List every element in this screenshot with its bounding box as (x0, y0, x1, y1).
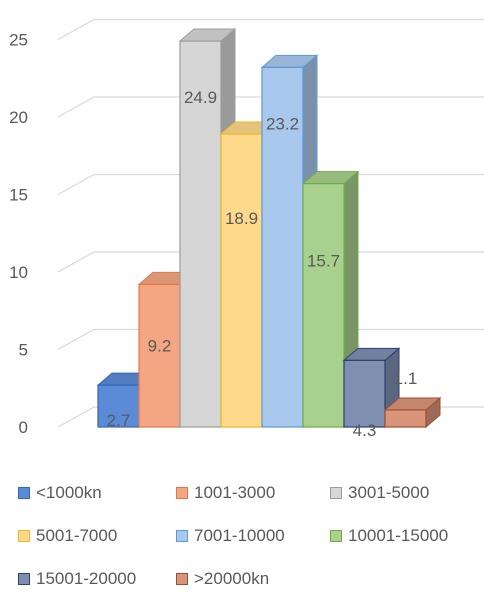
gridline (57, 18, 484, 41)
y-tick-label: 10 (9, 263, 28, 282)
legend-label: 3001-5000 (348, 483, 430, 502)
legend-swatch (18, 573, 30, 585)
y-tick-label: 0 (19, 418, 28, 437)
data-label: 9.2 (148, 336, 172, 355)
legend-item: >20000kn (176, 569, 269, 589)
data-label: 24.9 (184, 88, 217, 107)
legend-swatch (18, 530, 30, 542)
legend-label: 5001-7000 (36, 526, 118, 545)
y-tick-label: 15 (9, 186, 28, 205)
legend-label: 15001-20000 (36, 569, 137, 588)
y-tick-label: 25 (9, 31, 28, 50)
legend-label: >20000kn (194, 569, 270, 588)
data-label: 1.1 (394, 369, 418, 388)
legend-label: <1000kn (36, 483, 102, 502)
legend-label: 1001-3000 (194, 483, 276, 502)
data-label: 4.3 (353, 421, 377, 440)
data-label: 18.9 (225, 209, 258, 228)
legend-item: 1001-3000 (176, 483, 275, 503)
legend-swatch (176, 530, 188, 542)
legend-item: <1000kn (18, 483, 102, 503)
legend-item: 15001-20000 (18, 569, 136, 589)
data-label: 2.7 (107, 411, 131, 430)
legend-swatch (18, 487, 30, 499)
bar (383, 396, 442, 429)
data-labels: 2.7 9.2 24.9 18.9 23.2 15.7 4.3 1.1 (107, 88, 418, 440)
y-tick-label: 5 (19, 341, 28, 360)
y-axis-ticks: 0 5 10 15 20 25 (9, 31, 28, 438)
legend-swatch (176, 573, 188, 585)
data-label: 15.7 (307, 252, 340, 271)
legend-item: 10001-15000 (330, 526, 448, 546)
legend-item: 3001-5000 (330, 483, 429, 503)
legend-item: 5001-7000 (18, 526, 117, 546)
legend-item: 7001-10000 (176, 526, 285, 546)
gridline (57, 96, 484, 118)
data-label: 23.2 (266, 114, 299, 133)
legend-swatch (176, 487, 188, 499)
bars (96, 27, 442, 429)
legend-label: 10001-15000 (348, 526, 449, 545)
legend-label: 7001-10000 (194, 526, 285, 545)
bar-chart: 0 5 10 15 20 25 2.7 9.2 24.9 18.9 23.2 15.7 4.3 1.1 (9, 18, 484, 440)
legend-swatch (330, 487, 342, 499)
legend-swatch (330, 530, 342, 542)
y-tick-label: 20 (9, 108, 28, 127)
